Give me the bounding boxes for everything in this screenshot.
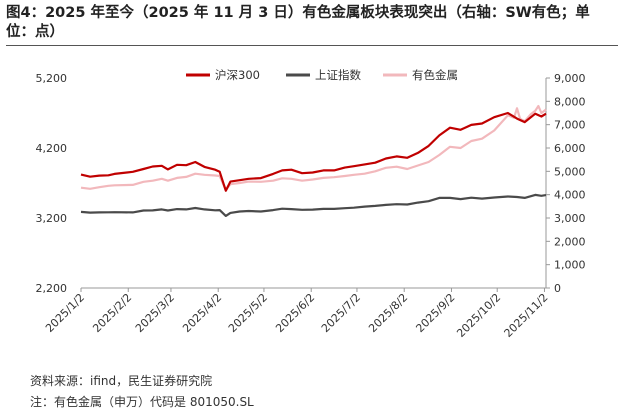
title-divider — [6, 45, 618, 46]
x-tick-label: 2025/3/2 — [133, 291, 177, 335]
left-y-tick-label: 5,200 — [36, 72, 68, 85]
right-y-tick-label: 1,000 — [554, 259, 586, 272]
x-tick-label: 2025/4/2 — [180, 291, 224, 335]
source-note: 资料来源：ifind，民生证券研究院 — [30, 374, 213, 388]
x-tick-label: 2025/5/2 — [226, 291, 270, 335]
right-y-tick-label: 7,000 — [554, 119, 586, 132]
left-y-tick-label: 2,200 — [36, 282, 68, 295]
right-y-tick-label: 2,000 — [554, 235, 586, 248]
right-y-tick-label: 0 — [554, 282, 561, 295]
x-tick-label: 2025/11/2 — [502, 291, 551, 340]
left-y-tick-label: 3,200 — [36, 212, 68, 225]
footnote: 注：有色金属（申万）代码是 801050.SL — [30, 395, 254, 409]
right-y-tick-label: 9,000 — [554, 72, 586, 85]
x-tick-label: 2025/2/2 — [90, 291, 134, 335]
right-y-tick-label: 3,000 — [554, 212, 586, 225]
legend-label-hs300: 沪深300 — [215, 68, 260, 82]
left-y-tick-label: 4,200 — [36, 142, 68, 155]
right-y-tick-label: 4,000 — [554, 189, 586, 202]
series-line-sse-composite — [80, 193, 547, 217]
series-line-sw-nonferrous — [80, 104, 547, 192]
chart-title: 图4：2025 年至今（2025 年 11 月 3 日）有色金属板块表现突出（右… — [6, 5, 590, 40]
x-tick-label: 2025/9/2 — [413, 291, 457, 335]
legend-label-sw-nonferrous: 有色金属 — [412, 68, 458, 82]
right-y-tick-label: 8,000 — [554, 95, 586, 108]
x-tick-label: 2025/1/2 — [43, 291, 87, 335]
right-y-tick-label: 5,000 — [554, 165, 586, 178]
series-line-hs300 — [80, 111, 547, 192]
x-tick-label: 2025/8/2 — [366, 291, 410, 335]
right-y-tick-label: 6,000 — [554, 142, 586, 155]
x-tick-label: 2025/6/2 — [273, 291, 317, 335]
x-tick-label: 2025/7/2 — [319, 291, 363, 335]
line-chart: 2,200 3,200 4,200 5,200 0 1,000 2,000 3,000 4,00… — [36, 68, 586, 340]
x-tick-label: 2025/10/2 — [454, 291, 503, 340]
legend-label-sse-composite: 上证指数 — [315, 68, 361, 82]
